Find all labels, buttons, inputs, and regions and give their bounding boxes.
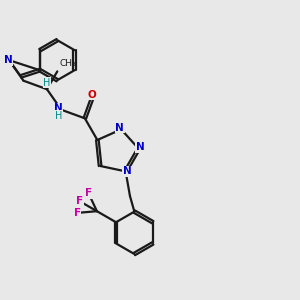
- Text: F: F: [74, 208, 81, 218]
- Text: H: H: [43, 78, 51, 88]
- Text: N: N: [136, 142, 145, 152]
- Text: N: N: [116, 123, 124, 133]
- Text: F: F: [85, 188, 92, 198]
- Text: O: O: [88, 90, 96, 100]
- Text: CH₃: CH₃: [59, 59, 76, 68]
- Text: F: F: [76, 196, 83, 206]
- Text: H: H: [55, 111, 62, 121]
- Text: N: N: [123, 167, 131, 176]
- Text: N: N: [4, 55, 13, 65]
- Text: N: N: [54, 103, 63, 113]
